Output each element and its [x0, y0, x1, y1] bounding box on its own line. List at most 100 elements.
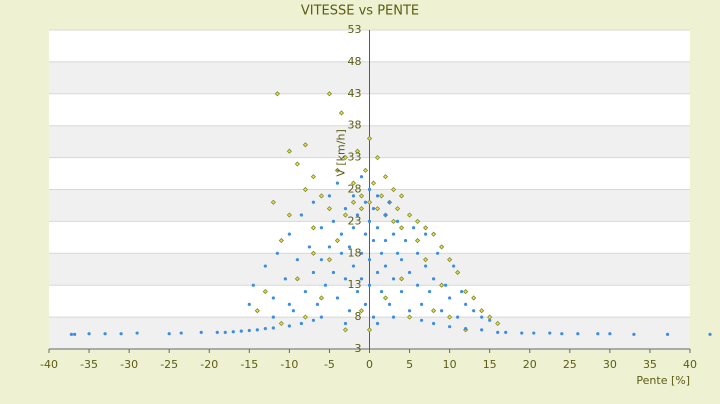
point	[415, 283, 420, 287]
point	[299, 321, 303, 326]
point	[366, 199, 373, 205]
x-tick-label: 0	[366, 358, 373, 371]
x-tick-label: 40	[683, 358, 697, 371]
point	[343, 277, 348, 281]
point	[358, 206, 365, 212]
point	[334, 167, 341, 173]
point	[608, 332, 612, 336]
point	[335, 296, 340, 300]
point	[399, 258, 404, 262]
point	[286, 212, 292, 218]
point	[423, 257, 429, 263]
point	[358, 308, 365, 314]
x-tick-label: -10	[280, 358, 298, 371]
y-tick-label: 38	[348, 119, 362, 132]
point	[379, 289, 384, 294]
y-tick-label: 33	[348, 151, 362, 164]
point	[398, 276, 405, 282]
x-tick-label: -30	[120, 358, 138, 371]
point	[367, 283, 372, 287]
point	[278, 237, 284, 244]
point	[350, 180, 357, 186]
point	[436, 251, 440, 255]
point	[444, 283, 448, 287]
point	[406, 212, 413, 218]
point	[391, 232, 396, 236]
point	[371, 207, 376, 211]
point	[335, 181, 340, 185]
point	[407, 270, 412, 275]
chart-title: VITESSE vs PENTE	[301, 4, 419, 19]
point	[302, 186, 308, 193]
point	[431, 231, 437, 237]
y-tick-label: 3	[355, 342, 362, 355]
point	[167, 332, 171, 336]
point	[390, 186, 397, 193]
point	[366, 327, 373, 333]
point	[383, 264, 388, 268]
point	[318, 193, 324, 199]
point	[223, 330, 227, 335]
point	[295, 258, 299, 262]
y-tick-label: 53	[348, 23, 362, 36]
y-tick-label: 18	[348, 246, 362, 259]
point	[302, 314, 308, 320]
point	[347, 245, 352, 249]
point	[415, 218, 421, 224]
point	[423, 225, 429, 231]
point	[294, 276, 300, 282]
point	[374, 206, 381, 212]
point	[247, 328, 251, 333]
point	[423, 264, 428, 268]
point	[383, 238, 388, 243]
point	[359, 175, 364, 179]
point	[460, 289, 464, 294]
point	[299, 213, 303, 217]
point	[327, 245, 332, 249]
point	[326, 91, 333, 97]
point	[311, 200, 316, 204]
point	[319, 226, 324, 230]
x-tick-label: -20	[200, 358, 218, 371]
point	[73, 332, 77, 336]
point	[464, 302, 468, 306]
point	[302, 142, 308, 148]
point	[359, 277, 364, 281]
point	[255, 328, 259, 332]
point	[247, 302, 251, 306]
point	[366, 135, 373, 142]
point	[291, 309, 295, 313]
point	[87, 332, 91, 336]
point	[375, 321, 380, 326]
x-tick-label: -40	[40, 358, 58, 371]
point	[463, 289, 469, 295]
point	[323, 283, 328, 287]
point	[548, 331, 552, 335]
point	[472, 309, 476, 313]
point	[708, 332, 712, 336]
point	[632, 332, 636, 336]
point	[431, 308, 437, 314]
point	[310, 225, 316, 231]
point	[398, 193, 405, 199]
point	[415, 251, 420, 255]
point	[275, 251, 279, 255]
point	[339, 251, 344, 255]
point	[378, 193, 385, 199]
x-tick-label: 15	[483, 358, 497, 371]
point	[271, 296, 275, 300]
point	[432, 277, 436, 281]
point	[342, 327, 349, 333]
point	[447, 314, 453, 320]
point	[665, 332, 670, 336]
point	[327, 194, 332, 198]
point	[355, 289, 360, 294]
x-tick-label: 35	[643, 358, 657, 371]
point	[251, 283, 255, 287]
point	[338, 110, 345, 116]
point	[351, 264, 356, 268]
point	[390, 218, 397, 224]
point	[310, 250, 316, 256]
point	[440, 309, 444, 313]
